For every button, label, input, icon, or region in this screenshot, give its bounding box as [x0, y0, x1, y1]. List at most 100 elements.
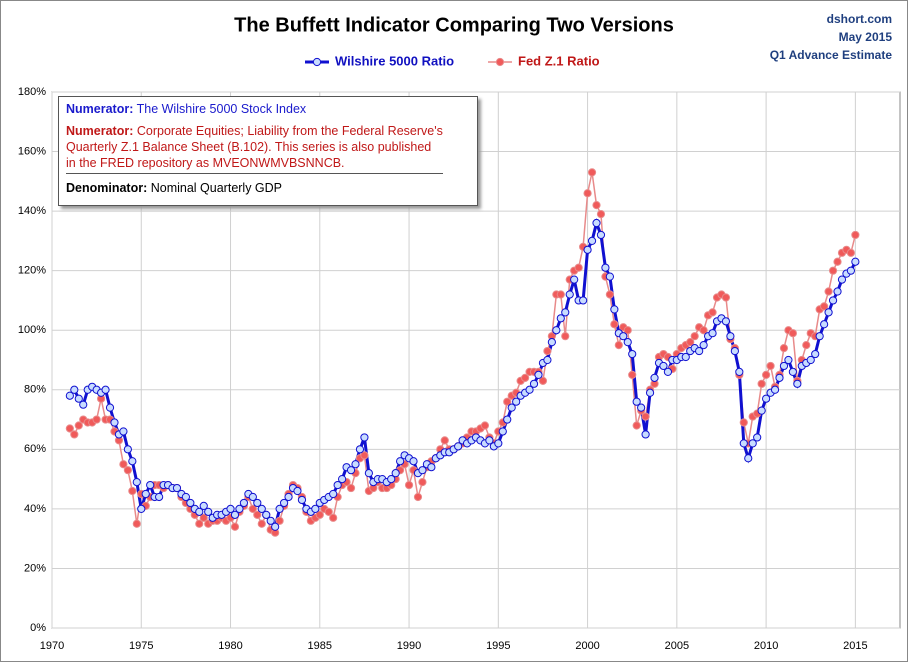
point [784, 355, 793, 365]
point [543, 355, 552, 365]
point [105, 403, 115, 412]
point [543, 346, 552, 356]
point [601, 263, 610, 272]
point [195, 519, 204, 528]
x-tick-label: 1970 [40, 640, 64, 652]
point [846, 266, 856, 275]
point [498, 427, 507, 436]
point [708, 329, 717, 338]
point [757, 379, 766, 388]
point [226, 504, 235, 513]
y-tick-label: 80% [24, 384, 46, 396]
x-tick-label: 1995 [486, 640, 510, 652]
point [409, 457, 418, 466]
legend-label: Wilshire 5000 Ratio [335, 53, 454, 68]
point [262, 510, 271, 519]
point [132, 477, 141, 487]
point [632, 397, 641, 406]
legend-marker [495, 57, 505, 67]
point [735, 367, 744, 377]
point [579, 296, 588, 305]
point [744, 454, 753, 463]
point [753, 433, 762, 442]
x-tick-label: 1990 [397, 640, 421, 652]
point [275, 504, 284, 513]
point [333, 480, 342, 490]
point [65, 391, 74, 400]
annotation-box: Numerator: The Wilshire 5000 Stock Index… [58, 96, 478, 206]
point [297, 495, 307, 505]
point [739, 418, 748, 427]
point [565, 290, 574, 299]
point [418, 477, 427, 487]
point [632, 421, 641, 430]
point [574, 263, 583, 272]
point [806, 355, 815, 365]
point [762, 370, 771, 379]
point [123, 466, 132, 475]
chart-title: The Buffett Indicator Comparing Two Vers… [234, 14, 674, 36]
point [248, 504, 257, 513]
point [132, 519, 141, 528]
annotation-line: in the FRED repository as MVEONWMVBSNNCB… [66, 155, 443, 171]
point [204, 507, 213, 516]
point [520, 373, 530, 382]
point [748, 439, 757, 448]
point [70, 430, 79, 439]
annotation-label: Numerator: [66, 102, 134, 116]
point [186, 498, 195, 508]
x-tick-label: 2010 [754, 640, 778, 652]
point [534, 370, 543, 379]
point [199, 501, 208, 511]
point [257, 519, 266, 528]
source: dshort.com [827, 12, 892, 26]
point [637, 403, 646, 412]
point [346, 466, 356, 475]
point [79, 400, 88, 409]
point [793, 379, 802, 388]
point [101, 385, 110, 394]
annotation-text: in the FRED repository as MVEONWMVBSNNCB… [66, 156, 345, 170]
point [351, 460, 360, 469]
point [623, 338, 632, 347]
point [837, 275, 847, 284]
point [324, 507, 333, 516]
point [708, 308, 717, 317]
annotation-label: Numerator: [66, 124, 134, 138]
point [253, 510, 262, 519]
point [480, 421, 490, 430]
point [128, 486, 137, 496]
point [418, 466, 427, 475]
point [538, 376, 548, 385]
point [396, 457, 405, 466]
point [404, 480, 414, 490]
x-tick-label: 1980 [218, 640, 242, 652]
y-tick-label: 140% [18, 205, 46, 217]
point [851, 230, 860, 240]
source: Q1 Advance Estimate [770, 48, 893, 62]
point [592, 218, 601, 228]
point [360, 433, 369, 442]
point [730, 346, 739, 356]
point [387, 475, 396, 484]
point [199, 513, 208, 522]
point [141, 489, 150, 499]
point [605, 272, 614, 281]
annotation-text: Quarterly Z.1 Balance Sheet (B.102). Thi… [66, 140, 432, 154]
point [828, 296, 838, 305]
point [721, 317, 731, 326]
point [699, 326, 708, 335]
point [695, 346, 704, 356]
point [726, 332, 735, 341]
point [440, 436, 449, 445]
point [311, 504, 320, 513]
point [275, 516, 284, 525]
point [610, 320, 619, 329]
annotation-text: Nominal Quarterly GDP [150, 181, 283, 195]
point [828, 266, 838, 275]
point [596, 230, 606, 240]
point [119, 460, 128, 469]
point [846, 248, 856, 257]
point [779, 361, 789, 371]
point [70, 385, 79, 394]
